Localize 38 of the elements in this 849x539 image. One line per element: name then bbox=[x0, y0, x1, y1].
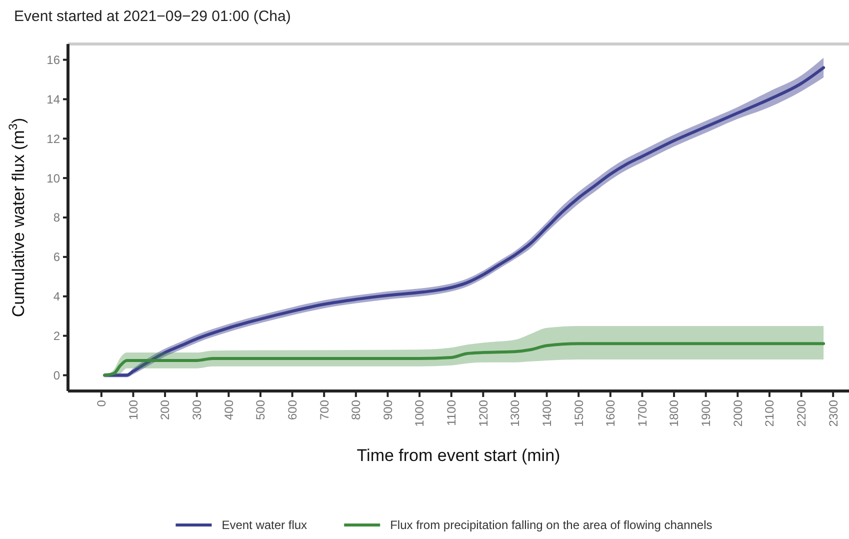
y-tick-label: 10 bbox=[46, 171, 60, 186]
y-tick-label: 8 bbox=[53, 210, 60, 225]
x-tick-label: 800 bbox=[349, 400, 364, 420]
legend-label: Flux from precipitation falling on the area of flowing channels bbox=[390, 518, 712, 532]
y-tick-label: 16 bbox=[46, 52, 60, 67]
x-tick-label: 200 bbox=[158, 400, 172, 420]
line-series bbox=[103, 342, 826, 377]
legend-label: Event water flux bbox=[222, 518, 308, 532]
x-tick-label: 300 bbox=[190, 400, 204, 420]
x-tick-label: 1400 bbox=[540, 400, 554, 427]
x-tick-label: 2200 bbox=[794, 400, 808, 427]
x-tick-label: 1700 bbox=[635, 400, 650, 427]
x-tick-label: 1600 bbox=[604, 400, 618, 427]
x-tick-label: 400 bbox=[222, 400, 236, 420]
x-tick-label: 1000 bbox=[412, 400, 427, 427]
y-tick-label: 14 bbox=[46, 92, 60, 106]
chart-title: Event started at 2021−09−29 01:00 (Cha) bbox=[14, 8, 291, 25]
x-tick-label: 1300 bbox=[508, 400, 522, 427]
x-axis-title: Time from event start (min) bbox=[356, 446, 560, 465]
x-tick-label: 2000 bbox=[730, 400, 745, 427]
y-tick-label: 2 bbox=[53, 328, 60, 343]
x-tick-label: 1100 bbox=[444, 400, 459, 426]
x-tick-label: 100 bbox=[126, 400, 140, 420]
y-tick-label: 12 bbox=[46, 132, 60, 146]
x-tick-label: 2100 bbox=[762, 400, 777, 427]
x-tick-label: 1900 bbox=[699, 400, 714, 427]
y-tick-label: 4 bbox=[53, 290, 60, 304]
x-tick-label: 1200 bbox=[476, 400, 490, 427]
x-tick-label: 600 bbox=[285, 400, 300, 420]
x-tick-label: 2300 bbox=[826, 400, 840, 427]
x-tick-label: 1800 bbox=[667, 400, 682, 427]
x-tick-label: 700 bbox=[317, 400, 332, 420]
x-tick-label: 500 bbox=[254, 400, 268, 420]
x-tick-label: 900 bbox=[380, 400, 395, 420]
x-tick-label: 1500 bbox=[572, 400, 586, 427]
y-tick-label: 6 bbox=[53, 250, 60, 264]
y-tick-label: 0 bbox=[53, 368, 60, 382]
x-tick-label: 0 bbox=[94, 400, 109, 407]
